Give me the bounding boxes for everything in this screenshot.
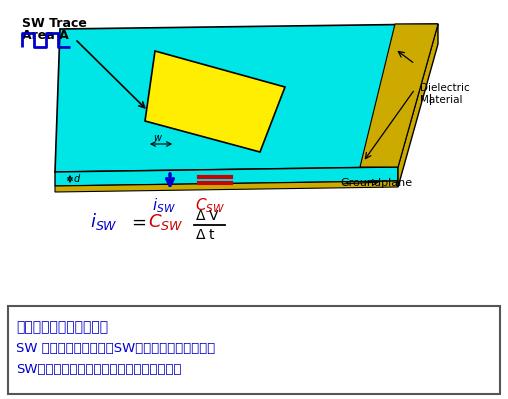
Text: d: d <box>74 174 80 184</box>
Text: SW Trace: SW Trace <box>22 17 87 30</box>
Text: $\Delta$ V: $\Delta$ V <box>195 209 220 223</box>
Text: $C_{SW}$: $C_{SW}$ <box>148 212 183 232</box>
Polygon shape <box>398 24 438 187</box>
Polygon shape <box>55 167 398 186</box>
Text: $\Delta$ t: $\Delta$ t <box>195 228 216 242</box>
Text: Dielectric
Material: Dielectric Material <box>420 83 470 105</box>
Bar <box>8 306 500 394</box>
Text: SW 焉盘面积要尽量小。SW焉盘下不要走信号线。: SW 焉盘面积要尽量小。SW焉盘下不要走信号线。 <box>16 342 215 355</box>
Text: w: w <box>153 133 161 143</box>
Text: Groundplane: Groundplane <box>340 178 412 188</box>
Text: 电源步版基本要点之八：: 电源步版基本要点之八： <box>16 320 108 334</box>
Polygon shape <box>55 24 438 172</box>
Text: Area A: Area A <box>22 29 69 42</box>
Text: $i_{SW}$: $i_{SW}$ <box>90 211 118 232</box>
Text: SW焉盘与信号线之间需电源层或地层隔离。: SW焉盘与信号线之间需电源层或地层隔离。 <box>16 363 181 376</box>
Polygon shape <box>360 24 438 167</box>
Polygon shape <box>55 181 398 192</box>
Polygon shape <box>145 51 285 152</box>
Text: $C_{SW}$: $C_{SW}$ <box>195 196 225 215</box>
Text: $i_{SW}$: $i_{SW}$ <box>152 196 176 215</box>
Text: $=$: $=$ <box>128 213 147 231</box>
